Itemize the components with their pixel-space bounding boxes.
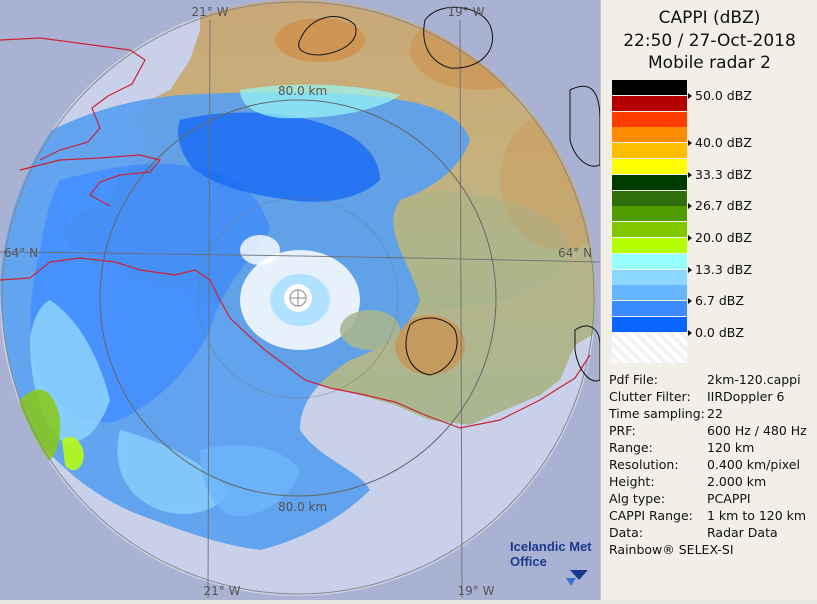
- legend-tick-icon: [688, 266, 692, 273]
- legend-label: 6.7 dBZ: [688, 293, 744, 308]
- legend-label: 40.0 dBZ: [688, 135, 752, 150]
- software-credit: Rainbow® SELEX-SI: [609, 542, 734, 557]
- metadata-row: Data: Radar Data: [609, 524, 814, 541]
- product-title: CAPPI (dBZ): [658, 8, 761, 28]
- legend-swatch: [612, 190, 687, 206]
- radar-title: Mobile radar 2: [648, 53, 771, 73]
- range-label-bottom: 80.0 km: [278, 500, 327, 514]
- metadata-row: Pdf File: 2km-120.cappi: [609, 371, 814, 388]
- metadata-value: 600 Hz / 480 Hz: [707, 423, 807, 438]
- lat-label-right: 64° N: [558, 246, 592, 260]
- range-ring-inner: [99, 99, 497, 497]
- metadata-key: Pdf File:: [609, 372, 658, 387]
- legend-tick-icon: [688, 171, 692, 178]
- precipitation-echo: [0, 84, 470, 550]
- legend-swatch: [612, 95, 687, 111]
- legend-tick-icon: [688, 203, 692, 210]
- metadata-value: 2km-120.cappi: [707, 372, 801, 387]
- legend-tick-icon: [688, 92, 692, 99]
- legend-label: 33.3 dBZ: [688, 167, 752, 182]
- legend-tick-icon: [688, 235, 692, 241]
- legend-swatch: [612, 253, 687, 269]
- legend-swatch: [612, 301, 687, 317]
- near-radar-clutter: [240, 235, 400, 350]
- graticule: [0, 19, 601, 599]
- legend-tick-icon: [688, 298, 692, 305]
- legend-swatch: [612, 127, 687, 143]
- legend-label: 50.0 dBZ: [688, 88, 752, 103]
- range-label-top: 80.0 km: [278, 84, 327, 98]
- legend-tick-icon: [688, 140, 692, 147]
- highland-4: [395, 315, 465, 375]
- lon-label-bottom-left: 21° W: [204, 584, 241, 598]
- lon-label-bottom-right: 19° W: [458, 584, 495, 598]
- metadata-value: 22: [707, 406, 723, 421]
- metadata-row: PRF: 600 Hz / 480 Hz: [609, 422, 814, 439]
- metadata-key: Height:: [609, 474, 655, 489]
- legend-swatch: [612, 206, 687, 222]
- metadata-value: 0.400 km/pixel: [707, 457, 800, 472]
- legend-tick-icon: [688, 329, 692, 336]
- metadata-key: Resolution:: [609, 457, 679, 472]
- legend-swatch: [612, 143, 687, 159]
- legend-swatch: [612, 222, 687, 238]
- lon-label-top-left: 21° W: [192, 5, 229, 19]
- info-panel: CAPPI (dBZ) 22:50 / 27-Oct-2018 Mobile r…: [600, 0, 817, 600]
- metadata-value: IIRDoppler 6: [707, 389, 785, 404]
- range-ring-mid: [197, 197, 399, 399]
- metadata-value: 2.000 km: [707, 474, 767, 489]
- coastline: [0, 37, 591, 429]
- logo-line2: Office: [510, 554, 547, 569]
- metadata-row: Clutter Filter: IIRDoppler 6: [609, 388, 814, 405]
- metadata-value: 120 km: [707, 440, 755, 455]
- legend-swatch: [612, 317, 687, 332]
- metadata-row: Range: 120 km: [609, 439, 814, 456]
- metadata-row: Time sampling: 22: [609, 405, 814, 422]
- metadata-value: 1 km to 120 km: [707, 508, 807, 523]
- metadata-key: Clutter Filter:: [609, 389, 691, 404]
- logo-mark-icon: [570, 570, 588, 580]
- metadata-row: Alg type: PCAPPI: [609, 490, 814, 507]
- logo-line1: Icelandic Met: [510, 539, 592, 554]
- legend-label: 26.7 dBZ: [688, 198, 752, 213]
- highland-3: [275, 18, 365, 62]
- legend-swatch: [612, 285, 687, 301]
- metadata-value: PCAPPI: [707, 491, 751, 506]
- metadata-key: Alg type:: [609, 491, 666, 506]
- metadata-table: Pdf File: 2km-120.cappi Clutter Filter: IIR…: [609, 371, 814, 541]
- metadata-key: Time sampling:: [609, 406, 705, 421]
- metadata-key: PRF:: [609, 423, 636, 438]
- legend-swatch: [612, 111, 687, 127]
- legend-swatch: [612, 269, 687, 285]
- legend-label: 13.3 dBZ: [688, 262, 752, 277]
- range-ring-outer: [1, 1, 595, 595]
- legend-swatch: [612, 174, 687, 190]
- metadata-row: Resolution: 0.400 km/pixel: [609, 456, 814, 473]
- legend-swatch: [612, 80, 687, 95]
- metadata-row: Height: 2.000 km: [609, 473, 814, 490]
- legend-swatch: [612, 159, 687, 174]
- lat-label-left: 64° N: [4, 246, 38, 260]
- metadata-value: Radar Data: [707, 525, 778, 540]
- legend-label: 20.0 dBZ: [688, 230, 752, 245]
- legend-swatch: [612, 238, 687, 253]
- radar-map-canvas: 21° W 19° W 21° W 19° W 64° N 64° N 80.0…: [0, 0, 601, 600]
- metadata-key: Range:: [609, 440, 653, 455]
- imo-logo: Icelandic Met Office: [510, 539, 592, 586]
- lon-label-top-right: 19° W: [448, 5, 485, 19]
- metadata-key: Data:: [609, 525, 644, 540]
- metadata-key: CAPPI Range:: [609, 508, 693, 523]
- metadata-row: CAPPI Range: 1 km to 120 km: [609, 507, 814, 524]
- legend-label: 0.0 dBZ: [688, 325, 744, 340]
- radar-map[interactable]: 21° W 19° W 21° W 19° W 64° N 64° N 80.0…: [0, 0, 601, 600]
- datetime-title: 22:50 / 27-Oct-2018: [623, 31, 796, 51]
- legend-swatch: [612, 332, 687, 363]
